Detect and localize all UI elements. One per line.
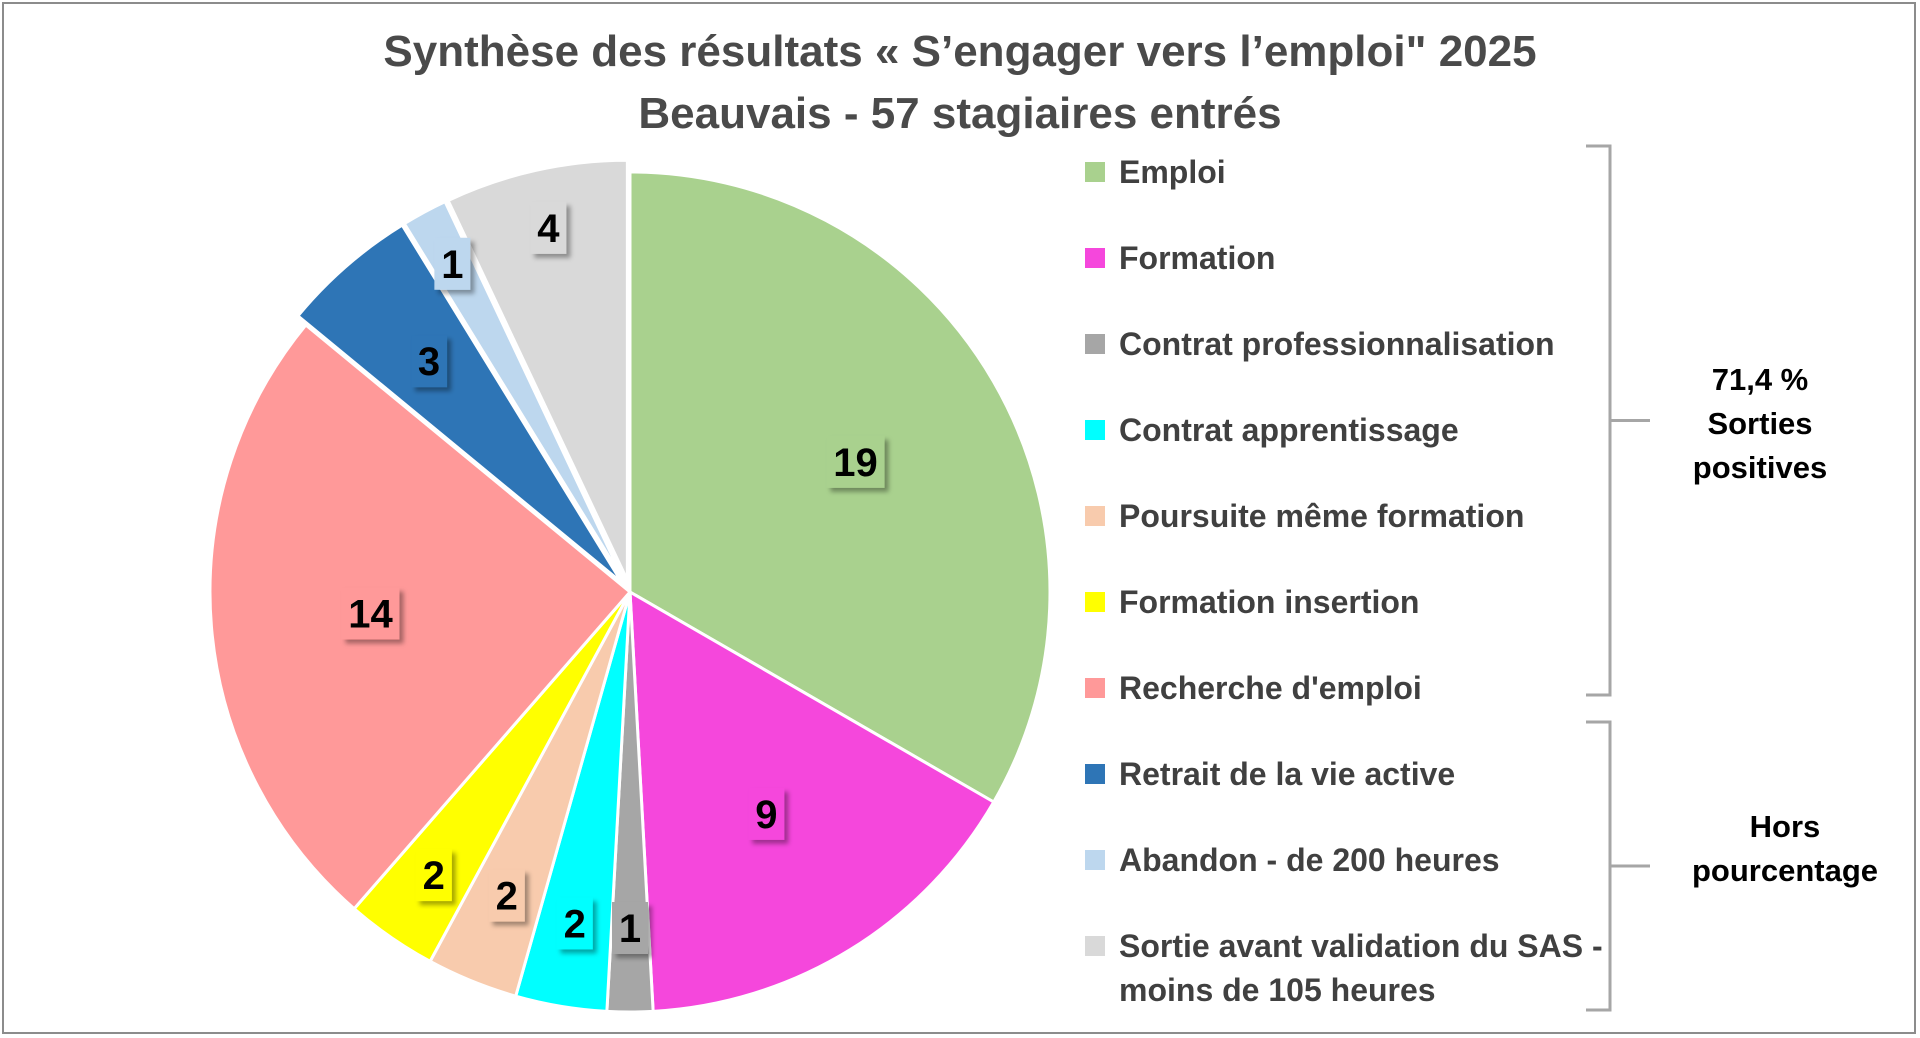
- group-note-excluded: Hors pourcentage: [1635, 805, 1920, 893]
- data-label-retrait-de-la-vie-active: 3: [411, 335, 448, 388]
- pie-slice-formation: [628, 589, 996, 1013]
- legend-item: Recherche d'emploi: [1085, 666, 1605, 710]
- group-note-line: Sorties: [1707, 406, 1813, 441]
- group-bracket: [1586, 720, 1650, 1012]
- pie-slice-abandon-de-200-heures: [402, 199, 626, 583]
- legend-swatch: [1085, 678, 1105, 698]
- data-label-text: 9: [755, 793, 777, 837]
- legend-swatch: [1085, 334, 1105, 354]
- data-label-contrat-apprentissage: 2: [556, 897, 593, 950]
- legend-label: Poursuite même formation: [1119, 498, 1525, 534]
- group-note-line: 71,4 %: [1711, 362, 1809, 397]
- data-label-box: [411, 335, 448, 388]
- legend-item: Contrat apprentissage: [1085, 408, 1605, 452]
- legend-swatch: [1085, 592, 1105, 612]
- data-label-text: 1: [619, 907, 641, 951]
- group-note-positive: 71,4 % Sorties positives: [1610, 358, 1910, 490]
- legend-item: Sortie avant validation du SAS - moins d…: [1085, 924, 1605, 1012]
- pie-slice-sortie-avant-validation-du-sas-moins-de-105-heures: [446, 158, 629, 581]
- data-label-text: 4: [537, 207, 560, 251]
- legend-label: Retrait de la vie active: [1119, 756, 1456, 792]
- data-label-abandon-de-200-heures: 1: [434, 237, 471, 290]
- group-bracket: [1586, 144, 1650, 697]
- group-note-line: pourcentage: [1691, 853, 1879, 888]
- data-label-contrat-professionnalisation: 1: [612, 902, 648, 954]
- data-label-formation: 9: [748, 787, 785, 840]
- legend-item: Abandon - de 200 heures: [1085, 838, 1605, 882]
- legend-label: Formation insertion: [1119, 584, 1420, 620]
- pie-slice-retrait-de-la-vie-active: [295, 223, 624, 585]
- legend-label: Formation: [1119, 240, 1276, 276]
- legend-label: Abandon - de 200 heures: [1119, 842, 1500, 878]
- legend-label: Recherche d'emploi: [1119, 670, 1422, 706]
- data-label-recherche-d-emploi: 14: [341, 587, 400, 640]
- data-label-box: [530, 201, 567, 254]
- data-label-box: [415, 849, 452, 902]
- legend-label: Contrat apprentissage: [1119, 412, 1459, 448]
- data-label-emploi: 19: [826, 435, 885, 488]
- data-label-box: [826, 435, 885, 488]
- data-label-text: 2: [496, 875, 518, 919]
- data-label-text: 14: [348, 593, 393, 637]
- data-label-text: 19: [833, 441, 878, 485]
- data-label-formation-insertion: 2: [415, 849, 452, 902]
- legend-swatch: [1085, 162, 1105, 182]
- legend-item: Contrat professionnalisation: [1085, 322, 1605, 366]
- data-label-poursuite-m-me-formation: 2: [488, 869, 525, 922]
- legend-label: Contrat professionnalisation: [1119, 326, 1555, 362]
- legend-swatch: [1085, 248, 1105, 268]
- group-note-line: positives: [1692, 450, 1828, 485]
- data-label-box: [748, 787, 785, 840]
- data-label-text: 1: [441, 243, 463, 287]
- chart-title-line2: Beauvais - 57 stagiaires entrés: [638, 89, 1282, 138]
- legend-label: Sortie avant validation du SAS - moins d…: [1119, 928, 1603, 1008]
- data-label-text: 2: [564, 902, 586, 946]
- legend-item: Retrait de la vie active: [1085, 752, 1605, 796]
- data-label-box: [341, 587, 400, 640]
- legend-swatch: [1085, 420, 1105, 440]
- data-label-text: 2: [423, 854, 445, 898]
- data-label-box: [434, 237, 471, 290]
- chart-title-line1: Synthèse des résultats « S’engager vers …: [383, 27, 1537, 76]
- legend-swatch: [1085, 506, 1105, 526]
- pie-slice-recherche-d-emploi: [208, 322, 633, 911]
- data-label-text: 3: [418, 340, 440, 384]
- legend-label: Emploi: [1119, 154, 1226, 190]
- legend-item: Formation: [1085, 236, 1605, 280]
- legend-item: Emploi: [1085, 150, 1605, 194]
- data-label-box: [488, 869, 525, 922]
- legend-item: Poursuite même formation: [1085, 494, 1605, 538]
- legend-swatch: [1085, 764, 1105, 784]
- data-label-box: [612, 902, 648, 954]
- legend-swatch: [1085, 850, 1105, 870]
- legend-swatch: [1085, 936, 1105, 956]
- legend-item: Formation insertion: [1085, 580, 1605, 624]
- data-label-box: [556, 897, 593, 950]
- group-note-line: Hors: [1749, 809, 1821, 844]
- data-label-sortie-avant-validation-du-sas-moins-de-105-heures: 4: [530, 201, 567, 254]
